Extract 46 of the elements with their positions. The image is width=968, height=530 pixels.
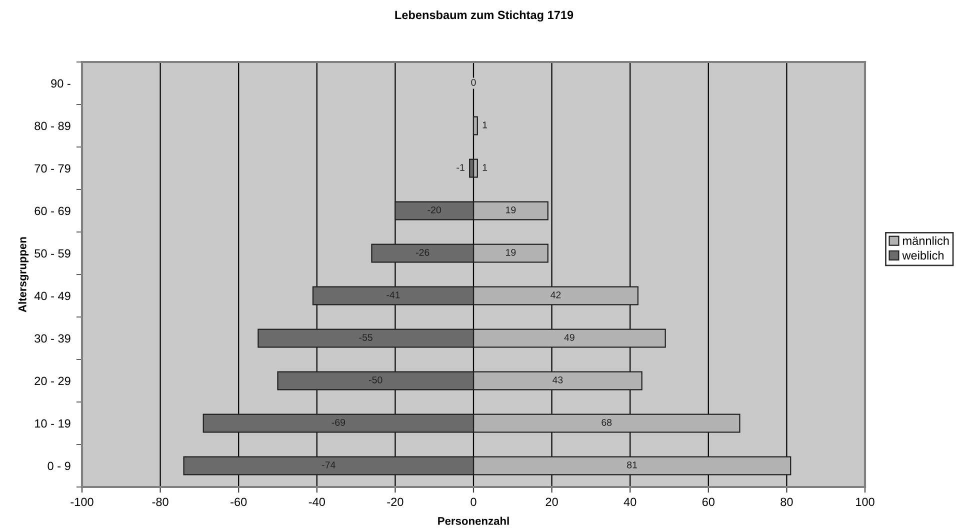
data-label: 42 — [550, 291, 561, 298]
data-label: 49 — [564, 334, 574, 341]
y-tick-label: 70 - 79 — [34, 164, 70, 173]
data-label: -1 — [456, 164, 464, 171]
x-axis-title: Personenzahl — [438, 516, 509, 525]
data-label: -55 — [359, 334, 372, 341]
data-label: 68 — [602, 418, 612, 426]
bar — [472, 116, 478, 136]
x-tick-label: 0 — [470, 498, 476, 506]
data-label: 1 — [482, 122, 488, 128]
data-label: 19 — [506, 248, 516, 256]
x-tick-label: 40 — [624, 498, 636, 506]
legend-label: weiblich — [902, 250, 944, 260]
x-tick-label: 100 — [856, 498, 874, 506]
data-label: -69 — [332, 418, 345, 426]
y-tick-label: 10 - 19 — [35, 419, 70, 428]
x-tick-label: 60 — [702, 498, 715, 506]
x-tick-label: -40 — [308, 498, 325, 506]
data-label: 0 — [471, 78, 476, 86]
x-tick-label: -100 — [70, 498, 94, 506]
data-label: -20 — [428, 206, 441, 214]
y-axis-title: Altersgruppen — [18, 237, 29, 312]
y-tick-label: 40 - 49 — [34, 292, 70, 300]
y-tick-label: 60 - 69 — [34, 206, 70, 216]
data-label: -41 — [386, 292, 400, 298]
chart-title: Lebensbaum zum Stichtag 1719 — [395, 10, 574, 22]
x-tick-label: -80 — [152, 498, 168, 506]
y-tick-label: 20 - 29 — [34, 376, 70, 386]
bar — [469, 158, 474, 178]
data-label: -26 — [416, 248, 430, 256]
y-tick-label: 30 - 39 — [34, 334, 70, 343]
data-label: 19 — [506, 206, 516, 214]
data-label: -50 — [369, 376, 382, 384]
data-label: 1 — [482, 164, 488, 171]
y-tick-label: 90 - — [51, 79, 70, 88]
data-label: -74 — [322, 462, 336, 468]
x-tick-label: -20 — [387, 498, 404, 506]
data-label: 43 — [552, 376, 563, 384]
y-tick-label: 50 - 59 — [34, 249, 70, 258]
x-tick-label: -60 — [230, 498, 247, 506]
legend-label: männlich — [903, 236, 949, 245]
x-tick-label: 20 — [546, 498, 558, 506]
y-tick-label: 80 - 89 — [34, 122, 70, 130]
x-tick-label: 80 — [780, 498, 793, 506]
y-tick-label: 0 - 9 — [48, 462, 70, 470]
data-label: 81 — [627, 461, 637, 468]
